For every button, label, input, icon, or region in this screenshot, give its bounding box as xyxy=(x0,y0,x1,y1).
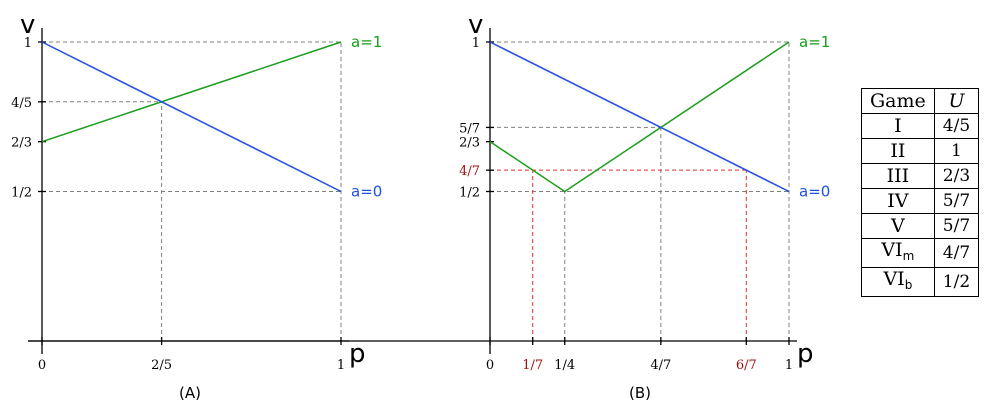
game-cell: II xyxy=(861,138,935,164)
utility-value: 5/7 xyxy=(933,188,980,214)
x-tick-label-1-4: 1/4 xyxy=(554,358,575,373)
game-name: VI xyxy=(883,268,905,290)
utility-value: 5/7 xyxy=(933,213,980,239)
x-axis-label: p xyxy=(349,339,366,369)
x-tick-label-2-5: 2/5 xyxy=(151,358,172,373)
game-cell: V xyxy=(861,213,935,239)
utility-value: 4/7 xyxy=(933,238,980,268)
game-name: II xyxy=(890,140,906,162)
game-cell: III xyxy=(861,163,935,189)
game-name: VI xyxy=(881,239,903,261)
y-tick-label-1-2: 1/2 xyxy=(11,186,32,201)
game-column-header: Game xyxy=(861,88,935,114)
utility-column-header: U xyxy=(933,88,980,114)
game-subscript: b xyxy=(904,278,913,292)
utility-table: Game U I 4/5 II 1 III 2/3 IV 5/7 V 5/7 VIm 4/7 VIb 1/… xyxy=(861,88,980,297)
table-row: V 5/7 xyxy=(861,213,980,239)
game-cell: IV xyxy=(861,188,935,214)
utility-value: 1/2 xyxy=(933,267,980,297)
series-label-a-1: a=1 xyxy=(351,33,382,51)
x-tick-label-4-7: 4/7 xyxy=(650,358,671,373)
x-tick-label-1: 1 xyxy=(337,358,345,373)
table-row: VIm 4/7 xyxy=(861,238,980,268)
table-header-row: Game U xyxy=(861,88,980,114)
game-cell: VIb xyxy=(861,267,935,297)
series-line-a-1 xyxy=(489,41,790,193)
y-tick-label-2-3: 2/3 xyxy=(11,136,32,151)
utility-table-container: Game U I 4/5 II 1 III 2/3 IV 5/7 V 5/7 VIm 4/7 VIb 1/… xyxy=(861,88,980,297)
x-tick-label-1-7: 1/7 xyxy=(522,358,543,373)
y-tick-label-5-7: 5/7 xyxy=(459,121,480,136)
x-tick-label-0: 0 xyxy=(486,358,494,373)
y-tick-label-1: 1 xyxy=(472,36,480,51)
game-subscript: m xyxy=(902,249,915,263)
y-tick-label-4-5: 4/5 xyxy=(11,96,32,111)
game-name: III xyxy=(886,165,910,187)
table-row: VIb 1/2 xyxy=(861,267,980,297)
y-tick-label-2-3: 2/3 xyxy=(459,136,480,151)
table-row: I 4/5 xyxy=(861,113,980,139)
game-name: V xyxy=(891,215,905,237)
utility-value: 4/5 xyxy=(933,113,980,139)
series-label-a-0: a=0 xyxy=(351,183,382,201)
x-tick-label-0: 0 xyxy=(38,358,46,373)
series-line-a-1 xyxy=(41,41,342,143)
game-name: IV xyxy=(887,190,909,212)
y-tick-label-1: 1 xyxy=(24,36,32,51)
chart-caption: (A) xyxy=(179,384,201,402)
y-axis-label: v xyxy=(468,10,483,40)
utility-value: 1 xyxy=(933,138,980,164)
utility-value: 2/3 xyxy=(933,163,980,189)
series-line-a-0 xyxy=(489,41,790,193)
series-label-a-0: a=0 xyxy=(799,183,830,201)
table-row: II 1 xyxy=(861,138,980,164)
x-tick-label-6-7: 6/7 xyxy=(736,358,757,373)
series-label-a-1: a=1 xyxy=(799,33,830,51)
chart-caption: (B) xyxy=(629,384,651,402)
x-axis-label: p xyxy=(797,339,814,369)
y-tick-label-1-2: 1/2 xyxy=(459,186,480,201)
y-tick-label-4-7: 4/7 xyxy=(459,164,480,179)
game-cell: I xyxy=(861,113,935,139)
table-row: IV 5/7 xyxy=(861,188,980,214)
y-axis-label: v xyxy=(20,10,35,40)
game-cell: VIm xyxy=(861,238,935,268)
x-tick-label-1: 1 xyxy=(785,358,793,373)
game-name: I xyxy=(894,115,902,137)
table-row: III 2/3 xyxy=(861,163,980,189)
series-line-a-0 xyxy=(41,41,342,193)
